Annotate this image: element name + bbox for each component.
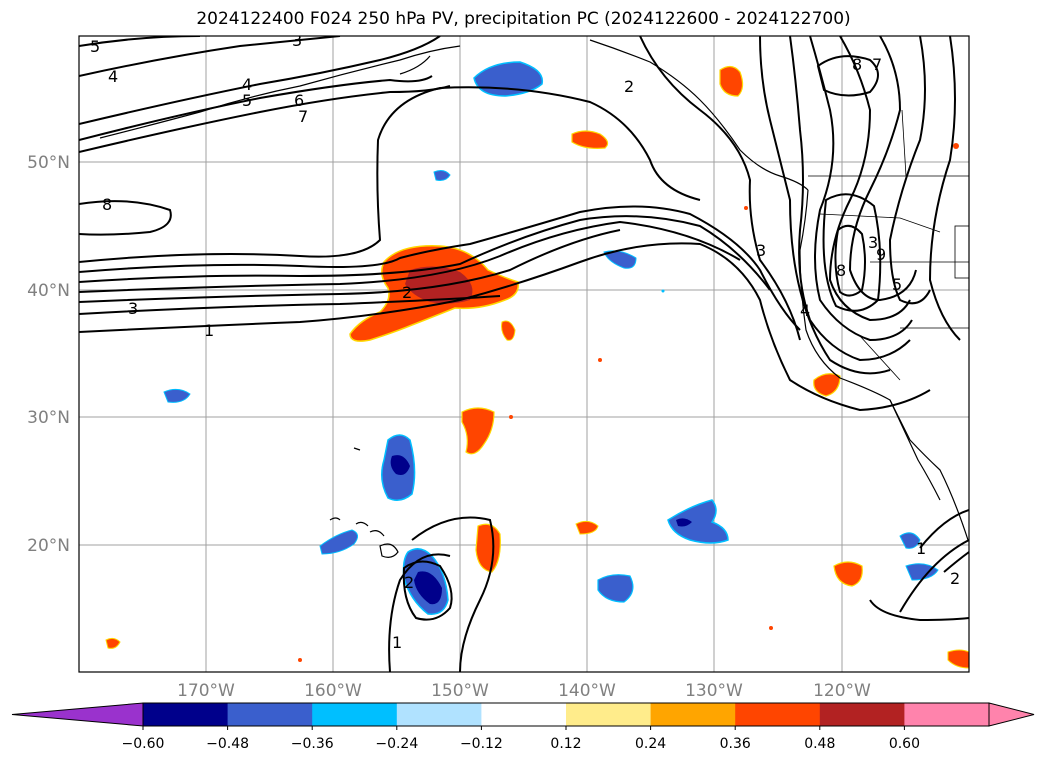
colorbar-under-extension: [11, 702, 144, 727]
colorbar-tick-label: −0.48: [206, 736, 249, 752]
contour-label: 2: [402, 283, 412, 302]
precip-positive-area: [953, 143, 959, 149]
precipitation-shading: [105, 61, 969, 669]
lat-label: 50°N: [27, 153, 70, 173]
precip-strong-negative-area: [390, 455, 410, 475]
colorbar-tick-label: −0.60: [122, 736, 165, 752]
colorbar: −0.60 −0.48 −0.36 −0.24 −0.12 0.12 0.24 0.36 0.4…: [11, 702, 1035, 752]
latitude-labels: 50°N 40°N 30°N 20°N: [27, 153, 70, 556]
lat-label: 30°N: [27, 408, 70, 428]
lat-label: 20°N: [27, 536, 70, 556]
colorbar-segment: [819, 703, 905, 726]
lon-label: 140°W: [558, 681, 616, 701]
colorbar-tick-label: −0.24: [375, 736, 418, 752]
map-title: 2024122400 F024 250 hPa PV, precipitatio…: [196, 9, 851, 29]
contour-label: 4: [108, 67, 118, 86]
contour-label: 8: [102, 195, 112, 214]
contour-label: 3: [868, 233, 878, 252]
precip-positive-area: [947, 649, 969, 669]
contour-labels: 5 4 3 4 5 6 7 2 8 7 8 3 1 2 3 8 9 5 4 3 …: [90, 31, 960, 652]
precip-strong-negative-area: [676, 518, 692, 527]
lon-label: 170°W: [177, 681, 235, 701]
colorbar-segment: [735, 703, 821, 726]
colorbar-segment: [650, 703, 736, 726]
pv-contours: [79, 36, 969, 672]
contour-label: 1: [204, 321, 214, 340]
precip-negative-area: [433, 170, 451, 181]
contour-label: 1: [392, 633, 402, 652]
precip-positive-area: [813, 373, 841, 397]
contour-label: 3: [128, 299, 138, 318]
plot-area: [79, 36, 969, 672]
colorbar-segment: [312, 703, 398, 726]
colorbar-segment: [396, 703, 482, 726]
contour-label: 2: [950, 569, 960, 588]
precip-positive-area: [509, 415, 513, 419]
lon-label: 160°W: [304, 681, 362, 701]
precip-positive-area: [501, 320, 516, 341]
coastlines: [99, 39, 969, 558]
contour-label: 5: [242, 91, 252, 110]
contour-label: 3: [756, 241, 766, 260]
contour-label: 4: [800, 301, 810, 320]
contour-label: 5: [892, 275, 902, 294]
precip-negative-area: [661, 289, 665, 293]
precip-negative-area: [319, 529, 358, 555]
contour-label: 9: [876, 245, 886, 264]
contour-label: 1: [916, 539, 926, 558]
contour-label: 8: [836, 261, 846, 280]
contour-label: 8: [852, 55, 862, 74]
precip-positive-area: [461, 407, 495, 455]
colorbar-over-extension: [988, 702, 1035, 727]
plot-border: [78, 35, 970, 673]
longitude-labels: 170°W 160°W 150°W 140°W 130°W 120°W: [177, 681, 871, 701]
precip-negative-area: [163, 388, 191, 403]
contour-label: 7: [298, 107, 308, 126]
precip-positive-area: [575, 520, 599, 535]
colorbar-tick-label: −0.36: [291, 736, 334, 752]
contour-label: 7: [872, 55, 882, 74]
lat-label: 40°N: [27, 281, 70, 301]
colorbar-segment: [481, 703, 567, 726]
contour-label: 4: [242, 75, 252, 94]
contour-label: 3: [292, 31, 302, 50]
precip-positive-area: [298, 658, 302, 662]
contour-label: 5: [90, 37, 100, 56]
colorbar-segment: [227, 703, 313, 726]
colorbar-segment: [566, 703, 652, 726]
lon-label: 150°W: [431, 681, 489, 701]
precip-positive-area: [105, 637, 121, 649]
colorbar-tick-label: 0.48: [804, 736, 835, 752]
precip-negative-area: [597, 574, 634, 603]
precip-positive-area: [769, 626, 773, 630]
precip-positive-area: [571, 130, 609, 149]
lon-label: 130°W: [685, 681, 743, 701]
precip-negative-area: [603, 250, 637, 269]
colorbar-tick-label: 0.60: [889, 736, 920, 752]
precip-positive-area: [744, 206, 748, 210]
precip-positive-area: [598, 358, 602, 362]
precip-negative-area: [899, 532, 921, 549]
colorbar-segment: [904, 703, 990, 726]
precip-positive-area: [719, 65, 744, 97]
precip-negative-area: [905, 563, 939, 581]
precip-negative-area: [667, 499, 729, 544]
contour-label: 2: [624, 77, 634, 96]
precip-positive-area: [833, 561, 863, 587]
precip-strong-negative-area: [414, 571, 442, 605]
colorbar-segment: [143, 703, 229, 726]
colorbar-tick-label: 0.24: [635, 736, 666, 752]
contour-label: 2: [404, 573, 414, 592]
colorbar-tick-label: 0.36: [720, 736, 751, 752]
colorbar-tick-label: 0.12: [550, 736, 581, 752]
colorbar-tick-label: −0.12: [460, 736, 503, 752]
gridlines: [79, 36, 969, 672]
lon-label: 120°W: [813, 681, 871, 701]
contour-label: 6: [294, 91, 304, 110]
